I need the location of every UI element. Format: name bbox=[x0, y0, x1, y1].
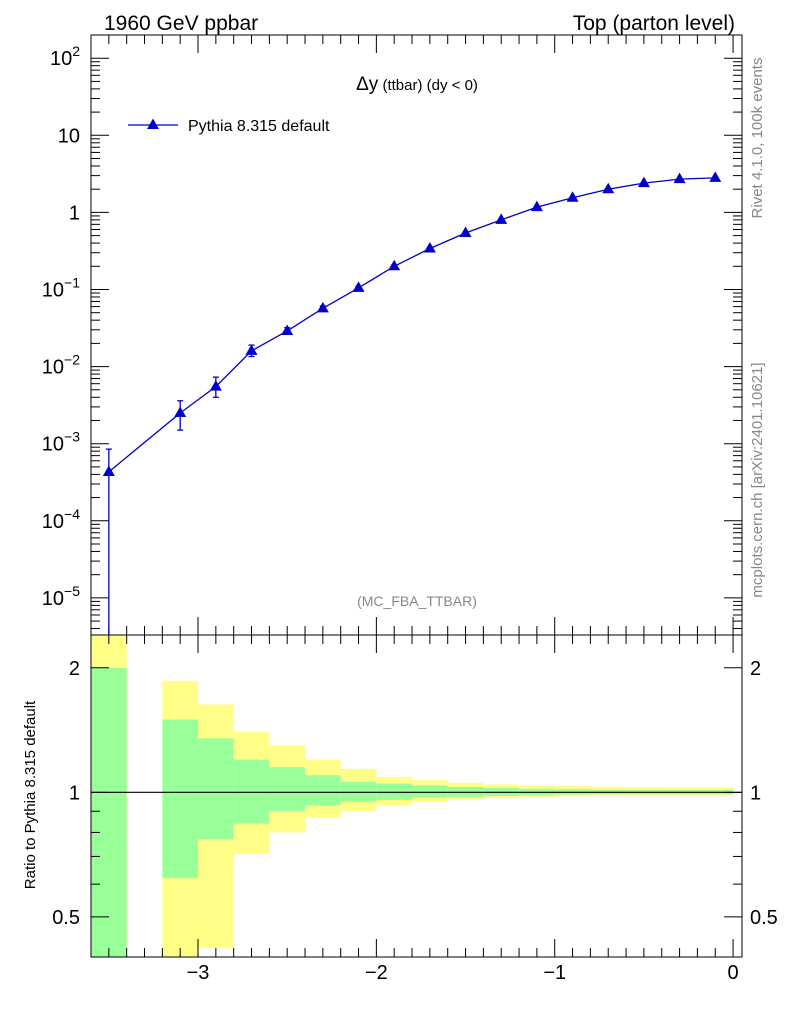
inner-uncertainty-band bbox=[412, 785, 448, 798]
series-pythia bbox=[102, 171, 722, 635]
y-tick-exponent: 2 bbox=[72, 43, 80, 59]
inner-uncertainty-band bbox=[376, 783, 413, 800]
y-tick-base: 10 bbox=[42, 279, 64, 301]
ratio-y-tick-label-left: 2 bbox=[69, 658, 80, 680]
data-point-triangle bbox=[566, 191, 579, 202]
inner-uncertainty-band bbox=[233, 759, 270, 824]
y-tick-label: 10−4 bbox=[42, 506, 80, 533]
y-tick-label: 10−5 bbox=[42, 583, 80, 610]
y-tick-base: 10 bbox=[42, 434, 64, 456]
ratio-panel: 0.5 0.5 1 1 2 2 −3 −2 −1 0 Ratio to Pythia 8.315 … bbox=[22, 634, 778, 984]
ratio-y-tick-label-left: 0.5 bbox=[52, 907, 80, 929]
inner-uncertainty-band bbox=[198, 738, 234, 840]
ratio-y-tick-label-right: 2 bbox=[750, 658, 761, 680]
y-tick-base: 1 bbox=[69, 202, 80, 224]
data-point-triangle bbox=[495, 213, 508, 224]
data-point-triangle bbox=[174, 406, 187, 418]
ratio-y-tick-label-right: 1 bbox=[750, 782, 761, 804]
x-tick-label: −3 bbox=[187, 962, 210, 984]
ratio-y-axis-label: Ratio to Pythia 8.315 default bbox=[22, 700, 39, 889]
ratio-frame bbox=[90, 634, 743, 958]
y-tick-base: 10 bbox=[42, 511, 64, 533]
title-symbol: Δy bbox=[356, 74, 379, 95]
y-tick-base: 10 bbox=[42, 357, 64, 379]
y-tick-label: 10−1 bbox=[42, 274, 80, 301]
data-point-triangle bbox=[281, 324, 294, 335]
y-tick-exponent: −5 bbox=[64, 583, 80, 599]
y-tick-label: 10−2 bbox=[42, 352, 80, 379]
mcplots-source-label: mcplots.cern.ch [arXiv:2401.10621] bbox=[749, 362, 766, 597]
inner-uncertainty-band bbox=[162, 719, 199, 879]
y-tick-base: 10 bbox=[42, 588, 64, 610]
y-tick-exponent: −3 bbox=[64, 429, 80, 445]
data-point-triangle bbox=[209, 380, 222, 391]
data-point-triangle bbox=[673, 172, 686, 184]
ratio-axis-ticks bbox=[91, 635, 742, 958]
data-point-triangle bbox=[245, 344, 258, 355]
inner-uncertainty-band bbox=[305, 775, 341, 806]
series-line bbox=[108, 177, 716, 473]
ratio-uncertainty-bands bbox=[91, 635, 734, 957]
inner-uncertainty-band bbox=[269, 767, 306, 812]
data-point-triangle bbox=[352, 281, 365, 292]
y-tick-base: 10 bbox=[50, 48, 72, 70]
data-point-triangle bbox=[709, 171, 722, 182]
x-tick-label: −2 bbox=[365, 962, 388, 984]
legend-triangle-icon bbox=[147, 118, 159, 129]
header-process-label: Top (parton level) bbox=[573, 12, 735, 35]
x-tick-label: 0 bbox=[728, 962, 739, 984]
data-point-triangle bbox=[388, 259, 401, 271]
data-point-triangle bbox=[530, 200, 543, 212]
y-tick-label: 1 bbox=[69, 202, 80, 224]
y-tick-exponent: −2 bbox=[64, 352, 80, 368]
data-point-triangle bbox=[459, 226, 472, 238]
data-point-triangle bbox=[602, 182, 615, 194]
x-tick-label: −1 bbox=[543, 962, 566, 984]
data-point-triangle bbox=[316, 301, 329, 313]
ratio-tick-labels: 0.5 0.5 1 1 2 2 −3 −2 −1 0 bbox=[52, 658, 778, 984]
data-point-triangle bbox=[102, 465, 115, 476]
y-tick-exponent: −1 bbox=[64, 274, 80, 290]
distribution-title: Δy (ttbar) (dy < 0) bbox=[356, 74, 478, 95]
rivet-version-label: Rivet 4.1.0, 100k events bbox=[749, 58, 766, 219]
y-tick-label: 10−3 bbox=[42, 429, 80, 456]
inner-uncertainty-band bbox=[91, 667, 127, 957]
data-point-triangle bbox=[423, 242, 436, 253]
y-tick-label: 10 bbox=[58, 125, 80, 147]
y-tick-exponent: −4 bbox=[64, 506, 80, 522]
ratio-y-tick-label-right: 0.5 bbox=[750, 907, 778, 929]
data-point-triangle bbox=[637, 176, 650, 188]
y-tick-label: 102 bbox=[50, 43, 80, 70]
header-energy-label: 1960 GeV ppbar bbox=[104, 12, 258, 35]
legend-series-name: Pythia 8.315 default bbox=[188, 118, 330, 135]
y-tick-base: 10 bbox=[58, 125, 80, 147]
distribution-axis-ticks bbox=[91, 34, 742, 635]
analysis-watermark: (MC_FBA_TTBAR) bbox=[357, 593, 477, 609]
inner-uncertainty-band bbox=[340, 781, 377, 802]
ratio-y-tick-label-left: 1 bbox=[69, 782, 80, 804]
title-rest: (ttbar) (dy < 0) bbox=[378, 77, 478, 94]
legend: Pythia 8.315 default bbox=[128, 118, 330, 135]
